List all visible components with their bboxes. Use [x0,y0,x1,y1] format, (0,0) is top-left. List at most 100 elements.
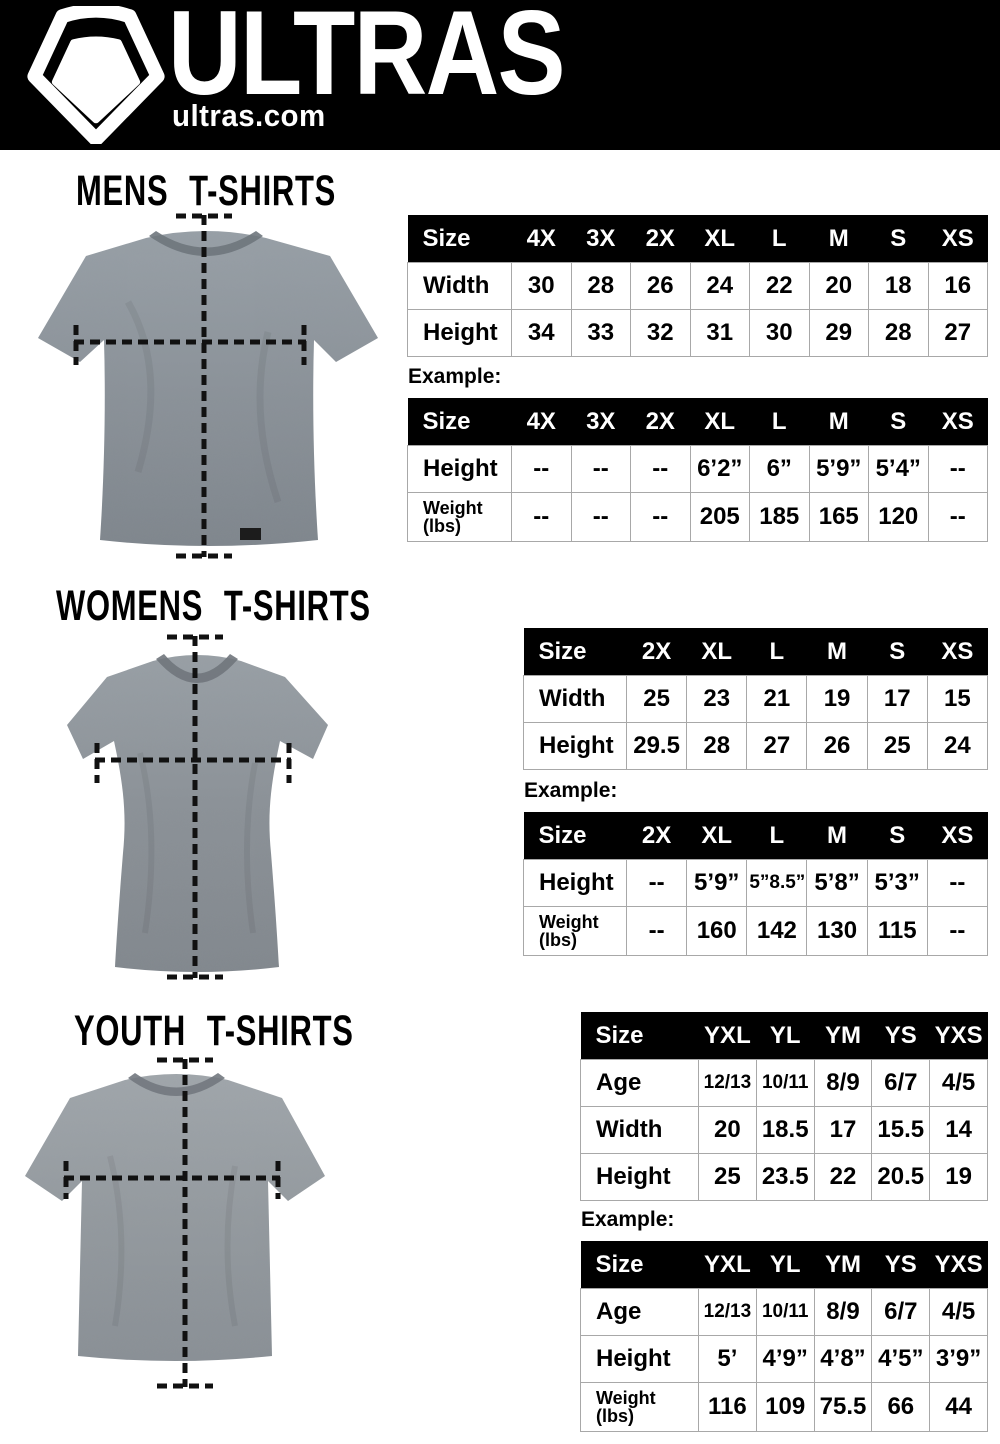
column-header: Size [580,1012,699,1060]
cell-value: 24 [926,722,989,770]
row-label: Width [523,675,627,723]
cell-value: 160 [686,906,748,956]
column-header: L [749,398,809,446]
cell-value: 17 [866,675,928,723]
measurement-lines [63,1057,281,1389]
cell-value: 27 [927,309,988,357]
brand-crest-icon [27,6,165,144]
cell-value: 5’ [698,1335,757,1383]
cell-value: -- [511,445,572,493]
example-label: Example: [581,1208,675,1231]
cell-value: -- [927,445,988,493]
column-header: M [806,812,868,860]
column-header: 2X [626,812,687,860]
column-header: M [809,398,869,446]
table-row: Height 5’ 4’9” 4’8” 4’5” 3’9” [580,1335,988,1383]
cell-value: 120 [868,492,929,542]
table-row: Height 29.5 28 27 26 25 24 [523,722,989,770]
table-header-row: Size 4X 3X 2X XL L M S XS [407,215,988,263]
column-header: Size [580,1241,699,1289]
cell-value: -- [625,859,688,907]
cell-value: 6/7 [871,1288,931,1336]
cell-value: 6/7 [871,1059,931,1107]
hem-tag [240,528,261,540]
column-header: YM [814,1012,872,1060]
cell-value: 5’9” [808,445,869,493]
cell-value: 22 [813,1153,873,1201]
row-label: Weight (lbs) [580,1382,699,1432]
cell-value: 25 [625,675,688,723]
cell-value: 33 [570,309,631,357]
cell-value: 10/11 [755,1059,815,1107]
mens-tshirt-image [38,213,378,559]
cell-value: -- [926,906,989,956]
table-header-row: Size 2X XL L M S XS [523,812,988,860]
table-row: Weight (lbs) -- 160 142 130 115 -- [523,906,989,956]
cell-value: 6’2” [689,445,750,493]
cell-value: 44 [929,1382,988,1432]
cell-value: 205 [689,492,750,542]
cell-value: 28 [868,309,929,357]
table-row: Age 12/13 10/11 8/9 6/7 4/5 [580,1059,988,1107]
section-title-youth: YOUTH T-SHIRTS [74,1007,354,1055]
cell-value: 28 [686,722,748,770]
cell-value: 12/13 [698,1059,757,1107]
womens-example-table: Size 2X XL L M S XS Height -- 5’9” 5”8.5” 5’8” 5’3” -… [523,812,989,956]
cell-value: 25 [698,1153,757,1201]
cell-value: 18.5 [755,1106,815,1154]
brand-title: ULTRAS [168,0,566,120]
column-header: Size [523,628,627,676]
column-header: 4X [511,215,571,263]
column-header: L [746,628,807,676]
column-header: Size [407,215,512,263]
measurement-lines [94,634,292,980]
womens-example-block: Example: Size 2X XL L M S XS Height -- 5’9” 5”8.5”… [523,779,989,956]
womens-tshirt-image [67,634,328,980]
cell-value: 5”8.5” [746,859,808,907]
cell-value: 4’8” [813,1335,873,1383]
column-header: 4X [511,398,571,446]
table-row: Age 12/13 10/11 8/9 6/7 4/5 [580,1288,988,1336]
cell-value: 24 [689,262,750,310]
cell-value: 20 [698,1106,757,1154]
column-header: Size [523,812,627,860]
cell-value: 18 [868,262,929,310]
cell-value: 3’9” [929,1335,988,1383]
cell-value: 66 [871,1382,931,1432]
cell-value: 20.5 [871,1153,931,1201]
column-header: S [868,215,928,263]
cell-value: 28 [570,262,631,310]
column-header: YL [756,1241,815,1289]
cell-value: 34 [511,309,572,357]
row-label: Width [580,1106,699,1154]
youth-tshirt-image [25,1057,325,1389]
cell-value: 30 [749,309,810,357]
row-label: Height [523,722,627,770]
column-header: XL [690,215,750,263]
cell-value: -- [630,445,691,493]
cell-value: 115 [866,906,928,956]
cell-value: 4’5” [871,1335,931,1383]
measurement-lines [73,213,307,559]
column-header: YS [871,1012,930,1060]
cell-value: 14 [929,1106,988,1154]
cell-value: 19 [929,1153,988,1201]
cell-value: 15.5 [871,1106,931,1154]
row-label: Width [407,262,512,310]
cell-value: 5’9” [686,859,748,907]
column-header: L [746,812,807,860]
cell-value: -- [926,859,989,907]
example-label: Example: [408,365,502,388]
cell-value: 4/5 [929,1059,988,1107]
cell-value: 109 [755,1382,815,1432]
table-header-row: Size YXL YL YM YS YXS [580,1241,988,1289]
mens-example-table: Size 4X 3X 2X XL L M S XS Height -- -- -- 6’2” 6” 5’9” 5… [407,398,988,542]
youth-size-table: Size YXL YL YM YS YXS Age 12/13 10/11 8/9 6/7 4/5 Wi… [580,1012,988,1201]
row-label: Age [580,1288,699,1336]
row-label: Weight (lbs) [523,906,627,956]
youth-example-block: Example: Size YXL YL YM YS YXS Age 12/13 10/11 8/… [580,1208,988,1432]
table-header-row: Size 2X XL L M S XS [523,628,988,676]
column-header: S [867,628,928,676]
table-header-row: Size YXL YL YM YS YXS [580,1012,988,1060]
